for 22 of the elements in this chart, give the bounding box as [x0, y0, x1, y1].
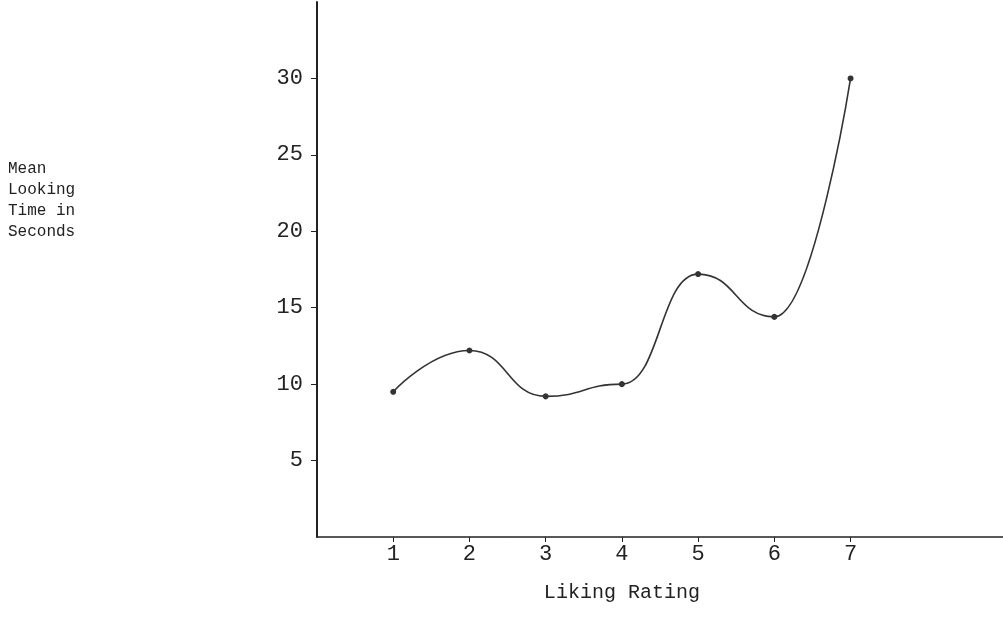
x-tick-label: 1	[386, 541, 400, 567]
point	[618, 381, 625, 388]
x-axis-title: Liking Rating	[543, 580, 700, 604]
x-tick-label: 6	[767, 541, 781, 567]
point	[695, 271, 702, 278]
point	[542, 393, 549, 400]
y-tick-label: 20	[276, 218, 303, 244]
x-tick-label: 5	[691, 541, 705, 567]
y-tick-label: 5	[289, 448, 303, 474]
y-tick-label: 15	[276, 295, 303, 321]
x-tick-label: 2	[462, 541, 477, 567]
y-tick-label: 25	[276, 142, 303, 168]
x-tick-label: 7	[843, 541, 858, 567]
text: Mean Looking Time in Seconds	[8, 159, 85, 241]
x-tick-label: 4	[615, 541, 629, 567]
y-tick-label: 10	[276, 371, 303, 397]
point	[847, 75, 854, 82]
x-tick-label: 3	[539, 541, 553, 567]
point	[390, 388, 397, 395]
y-tick-label: 30	[276, 65, 303, 91]
point	[771, 313, 778, 320]
point	[466, 347, 473, 354]
